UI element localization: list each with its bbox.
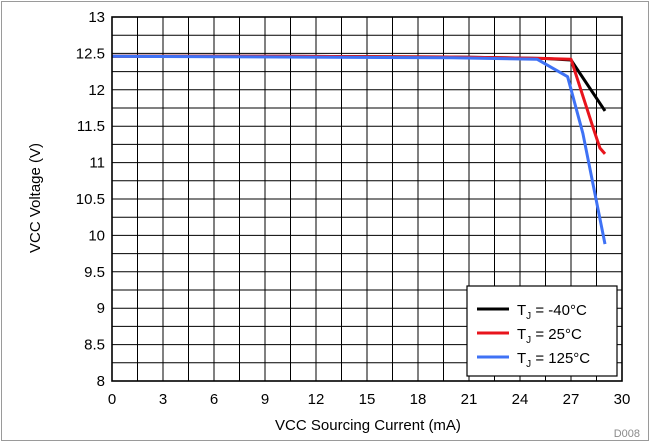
y-tick-label: 11.5 [77,118,105,135]
legend-box [466,285,618,377]
y-tick-label: 9 [97,300,105,317]
figure-id: D008 [614,428,640,440]
x-tick-labels: 0 3 6 9 12 15 18 21 24 27 30 [108,391,631,408]
x-tick-label: 9 [261,391,269,408]
y-tick-label: 12.5 [76,45,105,62]
legend-label: TJ = -40°C [517,302,587,322]
series-lines [111,54,607,245]
legend-label: TJ = 125°C [517,350,590,370]
x-tick-label: 6 [210,391,218,408]
x-tick-label: 30 [614,391,631,408]
legend: TJ = -40°C TJ = 25°C TJ = 125°C [466,285,618,377]
y-axis-label: VCC Voltage (V) [27,143,44,253]
x-tick-label: 12 [308,391,325,408]
x-tick-label: 0 [108,391,116,408]
y-tick-labels: 8 8.5 9 9.5 10 10.5 11 11.5 12 12.5 13 [76,9,105,390]
x-tick-label: 21 [461,391,478,408]
x-tick-label: 18 [410,391,427,408]
series-line-0 [112,54,607,112]
y-tick-label: 9.5 [84,264,105,281]
series-line-2 [111,54,607,245]
y-tick-label: 10 [88,227,105,244]
x-tick-label: 15 [359,391,376,408]
y-tick-label: 8 [97,373,105,390]
x-tick-label: 3 [159,391,167,408]
legend-label: TJ = 25°C [517,326,582,346]
y-tick-label: 11 [89,155,105,172]
x-axis-label: VCC Sourcing Current (mA) [275,417,461,434]
series-line-1 [112,54,607,155]
y-tick-label: 12 [88,82,105,99]
plot-border [111,16,623,382]
y-tick-label: 10.5 [76,191,105,208]
y-tick-label: 8.5 [84,337,105,354]
x-tick-label: 24 [512,391,529,408]
y-tick-label: 13 [88,9,105,26]
x-tick-label: 27 [563,391,580,408]
